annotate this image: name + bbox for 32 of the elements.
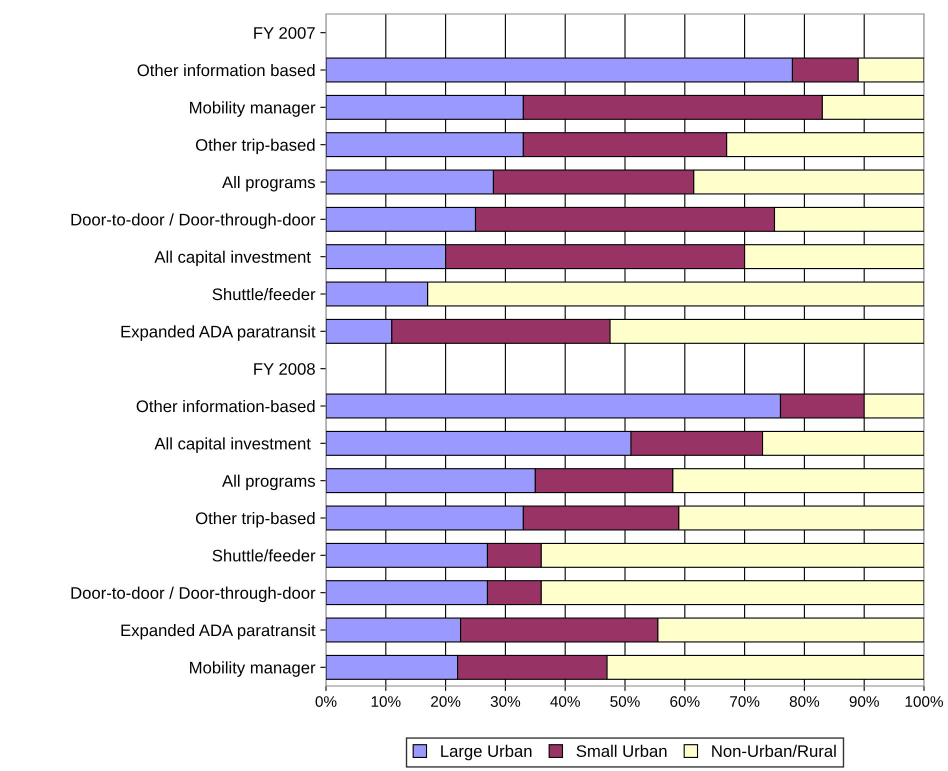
- x-tick-label: 60%: [670, 696, 700, 707]
- y-tick-label: Expanded ADA paratransit: [121, 624, 316, 640]
- legend-label: Small Urban: [576, 744, 666, 758]
- x-tick-label: 70%: [730, 696, 760, 707]
- legend-label: Large Urban: [441, 744, 532, 760]
- x-tick-label: 100%: [906, 696, 943, 707]
- y-tick-label: FY 2007: [254, 27, 315, 39]
- y-tick-label: Shuttle/feeder: [212, 288, 316, 300]
- y-tick-label: Door-to-door / Door-through-door: [71, 586, 316, 602]
- y-tick-label: Expanded ADA paratransit: [121, 325, 316, 341]
- y-tick-label: Other trip-based: [196, 512, 315, 528]
- x-tick-label: 90%: [850, 696, 879, 707]
- y-tick-label: Other information based: [138, 64, 315, 76]
- y-tick-label: All capital investment: [154, 437, 311, 453]
- y-tick-label: All programs: [222, 176, 315, 192]
- y-tick-label: Mobility manager: [190, 101, 316, 117]
- y-tick-label: All programs: [222, 474, 315, 490]
- x-tick-label: 40%: [550, 696, 580, 707]
- y-tick-label: All capital investment: [154, 250, 311, 266]
- x-tick-label: 50%: [610, 696, 640, 707]
- y-tick-label: Shuttle/feeder: [212, 549, 316, 562]
- x-tick-label: 80%: [790, 696, 820, 707]
- x-tick-label: 30%: [490, 696, 520, 707]
- y-tick-label: Other trip-based: [196, 138, 315, 154]
- legend-label: Non-Urban/Rural: [712, 744, 836, 758]
- y-tick-label: Other information-based: [136, 400, 315, 412]
- x-tick-label: 20%: [431, 696, 460, 707]
- y-tick-label: FY 2008: [254, 363, 315, 375]
- x-tick-label: 0%: [316, 696, 336, 707]
- x-tick-label: 10%: [372, 696, 401, 707]
- y-tick-label: Door-to-door / Door-through-door: [71, 213, 316, 229]
- y-tick-label: Mobility manager: [190, 661, 316, 677]
